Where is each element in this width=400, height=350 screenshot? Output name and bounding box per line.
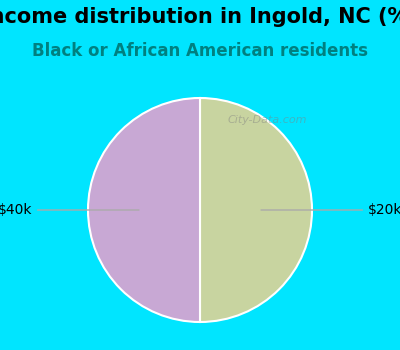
Wedge shape	[200, 98, 312, 322]
Text: $40k: $40k	[0, 203, 139, 217]
Text: City-Data.com: City-Data.com	[228, 116, 308, 125]
Text: $20k: $20k	[261, 203, 400, 217]
Wedge shape	[88, 98, 200, 322]
Text: Black or African American residents: Black or African American residents	[32, 42, 368, 60]
Text: Income distribution in Ingold, NC (%): Income distribution in Ingold, NC (%)	[0, 7, 400, 27]
